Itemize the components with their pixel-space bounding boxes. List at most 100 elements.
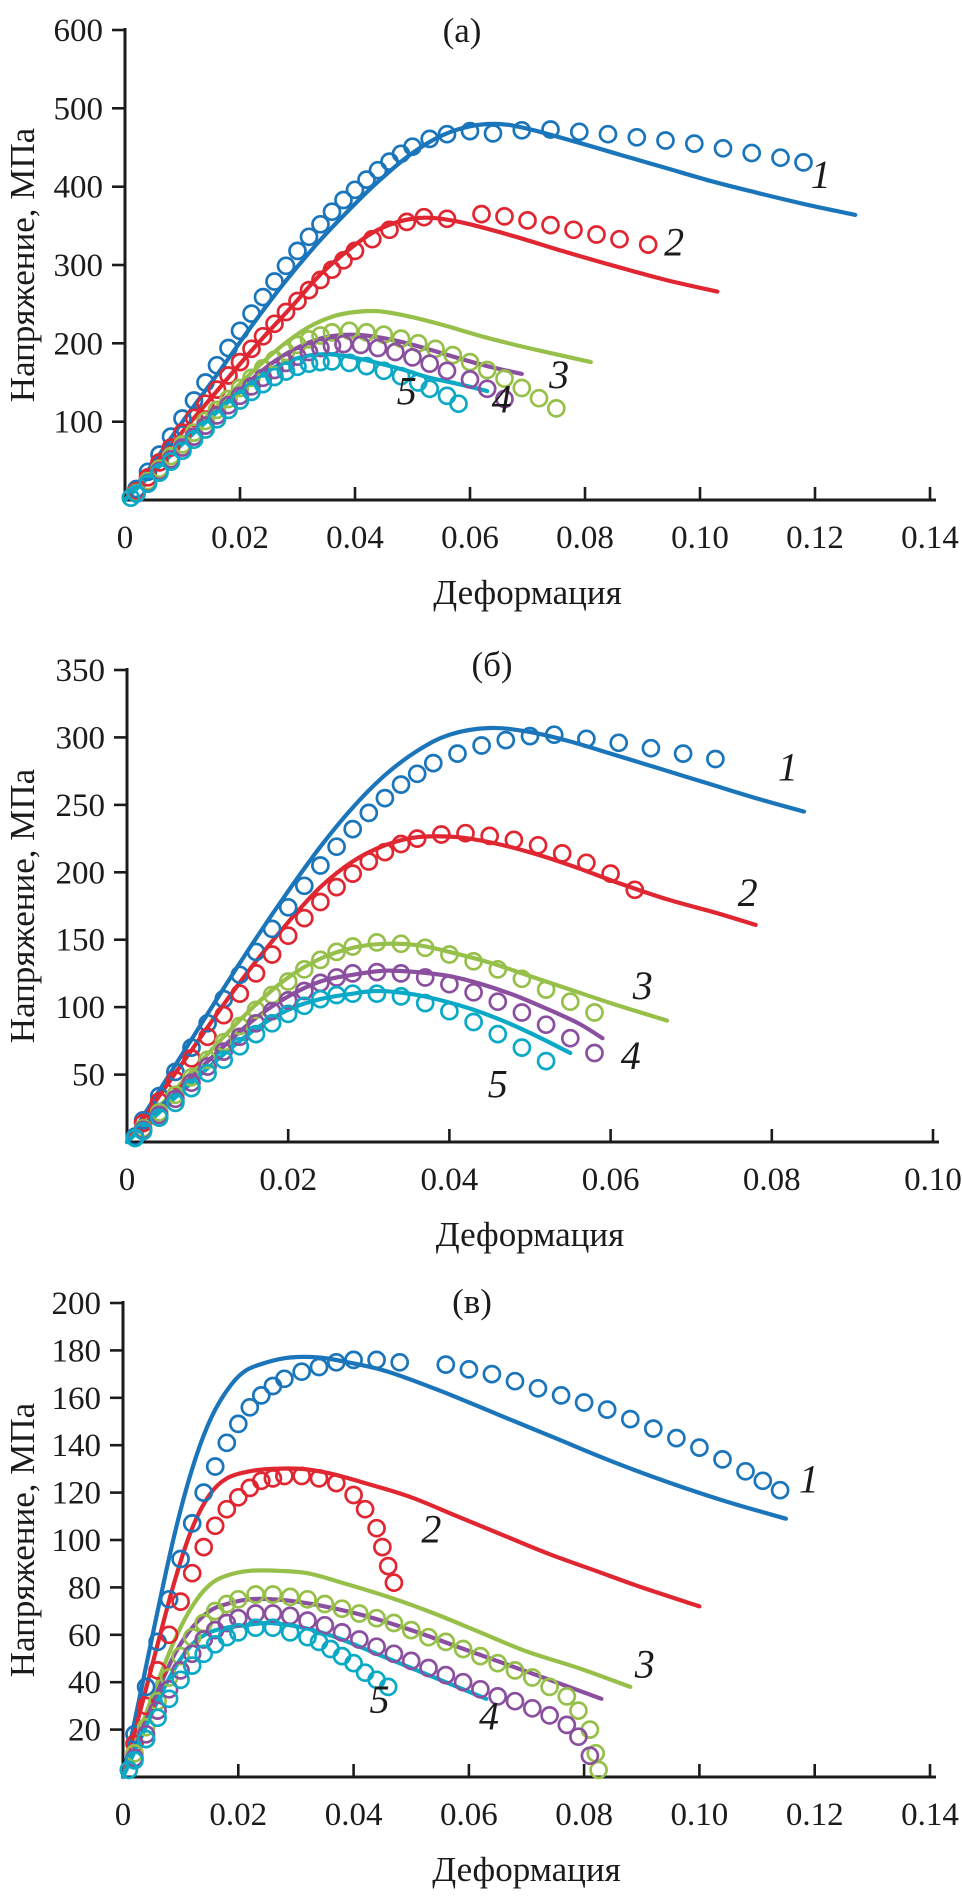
series-3-label: 3 (634, 1642, 655, 1687)
data-point (794, 153, 813, 172)
data-point (119, 1760, 139, 1780)
data-point (148, 1701, 167, 1720)
data-point (217, 1613, 237, 1633)
series-5-markers (125, 984, 556, 1148)
data-point (138, 462, 158, 482)
data-point (182, 1563, 202, 1583)
series-1-markers (125, 1350, 790, 1744)
data-point (262, 1013, 282, 1033)
y-axis-label: Напряжение, МПа (3, 1402, 42, 1677)
data-point (133, 1113, 153, 1133)
data-point (505, 1691, 525, 1711)
data-point (322, 352, 342, 371)
data-point (332, 1623, 352, 1642)
data-point (251, 1386, 271, 1405)
data-point (334, 334, 353, 354)
data-point (173, 409, 192, 428)
x-axis-label: Деформация (432, 1850, 620, 1889)
data-point (159, 1625, 179, 1645)
data-point (598, 124, 618, 144)
data-point (512, 120, 532, 140)
x-tick-label: 0.10 (671, 520, 729, 556)
data-point (512, 378, 532, 398)
data-point (228, 1623, 248, 1642)
data-point (541, 215, 560, 235)
data-point (344, 1350, 363, 1370)
data-point (205, 1457, 225, 1476)
data-point (483, 124, 503, 143)
data-point (125, 1751, 144, 1770)
data-point (219, 400, 238, 420)
data-point (276, 256, 296, 276)
data-point (159, 1689, 179, 1709)
data-point (643, 1419, 663, 1438)
data-point (440, 1001, 459, 1021)
data-point (230, 321, 250, 341)
data-point (184, 430, 204, 450)
data-point (182, 1073, 201, 1093)
data-point (453, 1672, 473, 1692)
data-point (278, 897, 298, 917)
data-point (385, 342, 405, 362)
data-point (136, 1729, 156, 1749)
y-tick-label: 20 (68, 1713, 101, 1749)
data-point (298, 1611, 317, 1630)
series-3-markers (125, 1585, 608, 1780)
x-tick-label: 0.06 (582, 1162, 640, 1198)
data-point (770, 1480, 790, 1500)
data-point (440, 974, 459, 994)
data-point (656, 131, 675, 150)
data-point (228, 1414, 248, 1434)
data-point (384, 1644, 404, 1664)
chart-a-svg: 100 200 300 400 500 600 0 0.02 0.04 0.06 0.08 0.10 0… (3, 11, 959, 612)
data-point (253, 326, 273, 346)
data-point (219, 338, 238, 358)
series-1-line (120, 1354, 788, 1780)
y-tick-label: 250 (56, 788, 106, 824)
data-point (230, 984, 250, 1004)
data-point (464, 951, 483, 971)
data-point (420, 129, 440, 149)
series-3-line (124, 941, 670, 1145)
data-point (240, 1397, 260, 1417)
data-point (136, 1717, 156, 1737)
series-1-markers (127, 120, 813, 499)
data-point (263, 1585, 283, 1604)
data-point (585, 1003, 604, 1022)
data-point (322, 260, 342, 280)
data-point (280, 1606, 300, 1626)
data-point (217, 1433, 237, 1453)
data-point (471, 1679, 490, 1699)
data-point (214, 1042, 234, 1061)
data-point (299, 354, 319, 374)
data-point (219, 366, 238, 385)
data-point (540, 1706, 559, 1725)
data-point (198, 1027, 217, 1047)
data-point (182, 1078, 201, 1098)
data-point (415, 938, 435, 958)
data-point (520, 726, 540, 746)
data-point (373, 1537, 392, 1557)
data-point (420, 354, 440, 374)
data-point (477, 360, 497, 380)
data-point (610, 229, 629, 249)
data-point (448, 744, 467, 763)
series-3-line (120, 1568, 633, 1780)
data-point (278, 926, 298, 946)
data-point (505, 1371, 525, 1391)
data-point (589, 1760, 608, 1780)
x-axis-label: Деформация (433, 573, 621, 612)
data-point (536, 1051, 556, 1071)
series-3-label: 3 (548, 352, 569, 397)
panel-title: (в) (452, 1282, 492, 1321)
series-1-label: 1 (778, 745, 798, 790)
data-point (343, 864, 363, 883)
panel-title: (а) (443, 11, 482, 50)
data-point (242, 339, 261, 359)
series-4-label: 4 (621, 1033, 641, 1078)
y-tick-label: 400 (54, 170, 104, 206)
series-1-label: 1 (811, 152, 831, 197)
data-point (344, 1653, 363, 1673)
data-point (344, 1485, 363, 1505)
data-point (512, 1038, 532, 1057)
